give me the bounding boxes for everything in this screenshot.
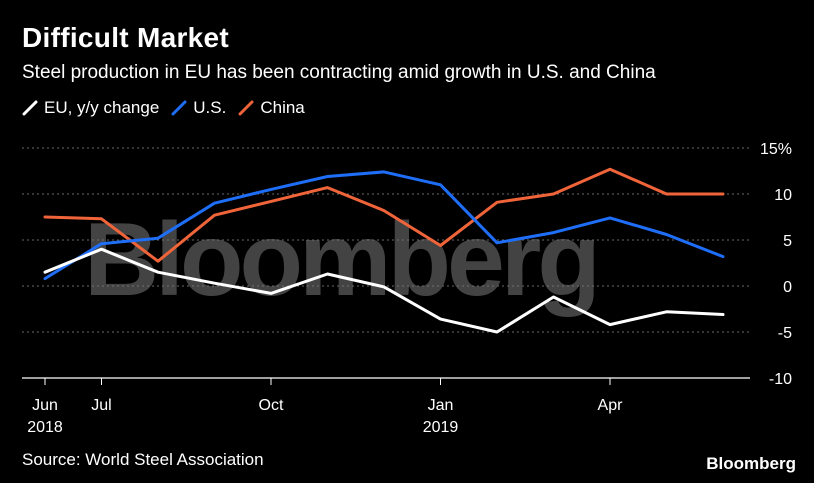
legend-item-eu: EU, y/y change [22, 98, 159, 118]
y-tick-label: -10 [769, 371, 792, 388]
legend-label-china: China [260, 98, 305, 117]
x-tick-label: Jul [91, 397, 111, 414]
chart-title: Difficult Market [22, 22, 230, 53]
legend-line-eu [22, 100, 38, 116]
legend-label-eu: EU, y/y change [44, 98, 160, 117]
x-tick-label: Jun [32, 397, 58, 414]
x-tick-year-label: 2019 [423, 419, 459, 436]
bloomberg-logo: Bloomberg [706, 454, 796, 473]
grid-layer [22, 147, 750, 379]
series-line-china [43, 167, 725, 263]
legend-swatch-eu [22, 100, 38, 116]
axis-layer: 15% 10 5 0 -5 -10 Jun 2018 Jul Oct Jan 2019 Apr [27, 141, 792, 436]
legend-swatch-china [238, 100, 254, 116]
source-note: Source: World Steel Association [22, 450, 264, 469]
y-tick-label: 0 [783, 279, 792, 296]
chart-legend: EU, y/y change U.S. China [22, 98, 317, 118]
series-line-us [43, 170, 725, 281]
legend-swatch-us [171, 100, 187, 116]
x-tick-label: Oct [259, 397, 284, 414]
y-tick-label: 10 [774, 187, 792, 204]
series-line-eu [43, 247, 725, 334]
chart-subtitle: Steel production in EU has been contract… [22, 62, 656, 83]
y-tick-label: 5 [783, 233, 792, 250]
y-tick-label: -5 [778, 325, 792, 342]
x-tick-label: Apr [598, 397, 624, 414]
x-tick-label: Jan [428, 397, 454, 414]
series-layer [43, 167, 725, 334]
legend-line-china [238, 100, 254, 116]
legend-label-us: U.S. [193, 98, 227, 117]
x-tick-year-label: 2018 [27, 419, 63, 436]
legend-line-us [171, 100, 187, 116]
y-tick-label: 15% [760, 141, 792, 158]
legend-item-us: U.S. [171, 98, 226, 118]
bloomberg-watermark: Bloomberg [84, 202, 597, 318]
legend-item-china: China [238, 98, 305, 118]
